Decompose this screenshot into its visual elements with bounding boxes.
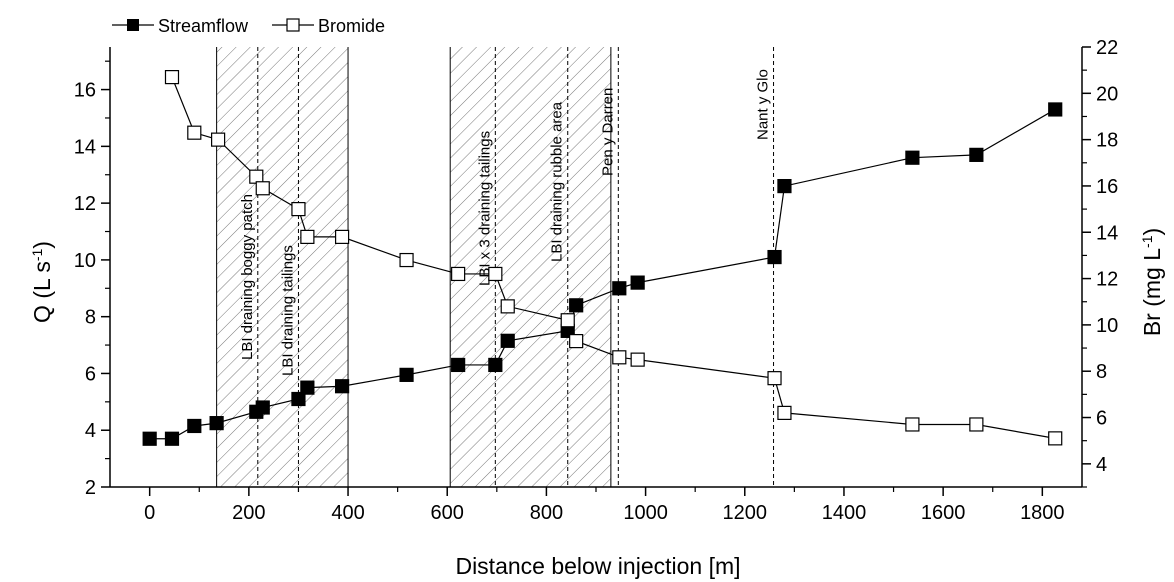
y-axis-left-title: Q (L s-1) <box>29 241 55 323</box>
y-right-tick-label: 12 <box>1096 269 1118 291</box>
y-right-tick-label: 10 <box>1096 315 1118 337</box>
series-streamflow-point <box>777 178 792 194</box>
series-streamflow-point <box>399 367 414 382</box>
vertical-line-label-5: Nant y Glo <box>755 69 772 140</box>
x-tick-label: 1400 <box>822 502 867 524</box>
vertical-line-label-2: LBI x 3 draining tailings <box>476 131 493 286</box>
y-right-tick-label: 8 <box>1096 361 1107 383</box>
y-left-tick-label: 4 <box>85 420 96 442</box>
y-left-title-main: Q (L s <box>29 261 55 323</box>
series-bromide-point <box>612 350 627 365</box>
vertical-line-label-1: LBI draining tailings <box>279 245 296 376</box>
series-streamflow-point <box>969 147 984 162</box>
series-bromide-point <box>291 202 306 217</box>
x-tick-label: 1200 <box>723 502 768 524</box>
legend: Streamflow Bromide <box>112 16 385 36</box>
series-bromide-point <box>451 266 466 282</box>
y-left-title-close: ) <box>29 241 55 249</box>
series-bromide-point <box>399 252 414 268</box>
series-streamflow-point <box>334 379 350 394</box>
axes: 0 200 400 600 800 1000 1200 1400 1600 1800 2 4 6 8 10 1… <box>74 37 1119 524</box>
series-streamflow-point <box>164 431 180 446</box>
series-bromide-point <box>777 405 792 420</box>
x-tick-label: 0 <box>144 502 155 524</box>
series-streamflow-point <box>767 249 782 265</box>
series-bromide-point <box>569 334 584 349</box>
y-left-tick-label: 12 <box>74 193 96 215</box>
x-tick-label: 1800 <box>1020 502 1065 524</box>
series-bromide-point <box>630 352 645 367</box>
y-axis-right-title: Br (mg L-1) <box>1139 228 1165 336</box>
series-bromide-point <box>187 125 202 140</box>
x-tick-label: 800 <box>530 502 563 524</box>
series-streamflow-point <box>300 380 315 395</box>
y-left-tick-label: 10 <box>74 250 96 272</box>
series-bromide-point <box>500 299 515 314</box>
series-bromide-point <box>300 229 315 244</box>
y-right-tick-label: 20 <box>1096 83 1118 105</box>
series-bromide-point <box>211 132 226 147</box>
series-layer <box>142 70 1063 446</box>
legend-bromide-label: Bromide <box>318 16 385 36</box>
shaded-region-1 <box>450 47 611 487</box>
legend-bromide-marker <box>286 18 300 32</box>
y-right-title-close: ) <box>1139 228 1165 236</box>
series-bromide-point <box>255 181 270 196</box>
y-right-tick-label: 6 <box>1096 408 1107 430</box>
y-left-tick-label: 8 <box>85 307 96 329</box>
x-axis-title: Distance below injection [m] <box>455 553 740 579</box>
series-streamflow-point <box>209 416 224 431</box>
vertical-line-label-3: LBI draining rubble area <box>549 101 566 262</box>
series-streamflow-point <box>451 357 466 373</box>
series-bromide-point <box>767 371 782 386</box>
vertical-line-label-0: LBI draining boggy patch <box>239 194 256 360</box>
legend-streamflow-marker <box>127 19 139 31</box>
series-streamflow-point <box>569 298 584 313</box>
y-right-tick-label: 4 <box>1096 454 1107 476</box>
series-streamflow-point <box>255 400 270 415</box>
series-bromide-point <box>905 417 920 432</box>
series-bromide-point <box>488 266 503 282</box>
y-right-tick-label: 16 <box>1096 176 1118 198</box>
series-bromide-point <box>560 313 575 328</box>
series-bromide-point <box>969 417 984 432</box>
x-tick-label: 200 <box>232 502 265 524</box>
shaded-regions <box>216 47 612 487</box>
series-streamflow-point <box>488 357 503 373</box>
y-left-tick-label: 2 <box>85 477 96 499</box>
y-right-title-sup: -1 <box>1139 235 1155 248</box>
series-bromide-point <box>334 229 350 244</box>
series-streamflow-point <box>630 275 645 290</box>
series-streamflow-point <box>612 281 627 296</box>
x-tick-label: 1600 <box>921 502 966 524</box>
y-right-tick-label: 14 <box>1096 222 1118 244</box>
y-left-tick-label: 6 <box>85 363 96 385</box>
series-streamflow-point <box>500 333 515 348</box>
vertical-line-label-4: Pen y Darren <box>599 88 616 176</box>
x-tick-label: 1000 <box>623 502 668 524</box>
legend-streamflow-label: Streamflow <box>158 16 249 36</box>
y-left-tick-label: 16 <box>74 80 96 102</box>
y-left-title-sup: -1 <box>29 249 45 262</box>
vertical-reference-lines: LBI draining boggy patch LBI draining tai… <box>239 47 775 487</box>
series-streamflow-point <box>1048 102 1063 117</box>
shaded-region-0 <box>216 47 349 487</box>
x-tick-label: 600 <box>431 502 464 524</box>
x-tick-label: 400 <box>331 502 364 524</box>
series-streamflow-point <box>905 150 920 165</box>
y-right-tick-label: 22 <box>1096 37 1118 59</box>
series-streamflow-point <box>291 391 306 407</box>
series-bromide-point <box>1048 431 1063 446</box>
y-right-tick-label: 18 <box>1096 130 1118 152</box>
y-left-tick-label: 14 <box>74 136 96 158</box>
y-right-title-main: Br (mg L <box>1139 248 1165 336</box>
series-bromide-point <box>164 70 180 85</box>
series-streamflow-point <box>187 418 202 434</box>
series-streamflow-line <box>149 108 1056 440</box>
series-streamflow-point <box>142 431 157 446</box>
